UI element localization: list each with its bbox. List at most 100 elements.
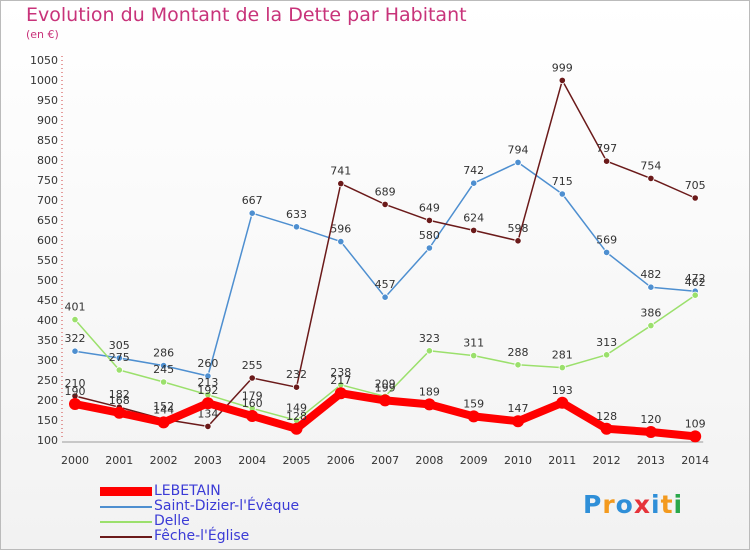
y-tick-label: 1050	[30, 54, 58, 67]
data-point	[115, 366, 123, 374]
data-label: 128	[286, 410, 307, 423]
data-point	[470, 226, 478, 234]
data-label: 147	[508, 402, 529, 415]
data-point	[647, 283, 655, 291]
data-label: 323	[419, 332, 440, 345]
y-tick-label: 700	[37, 194, 58, 207]
y-tick-label: 350	[37, 334, 58, 347]
x-tick-label: 2012	[593, 454, 621, 467]
data-label: 482	[640, 268, 661, 281]
data-label: 624	[463, 211, 484, 224]
legend-label-lebetain: LEBETAIN	[154, 483, 221, 499]
y-tick-label: 500	[37, 274, 58, 287]
data-label: 596	[330, 223, 351, 236]
x-tick-label: 2013	[637, 454, 665, 467]
data-point	[334, 387, 347, 400]
data-label: 689	[375, 185, 396, 198]
logo-letter: i	[651, 490, 661, 519]
data-label: 128	[596, 410, 617, 423]
data-point	[556, 396, 569, 409]
data-point	[248, 374, 256, 382]
data-label: 305	[109, 339, 130, 352]
data-point	[113, 406, 126, 419]
data-label: 217	[330, 374, 351, 387]
logo-letter: t	[660, 490, 674, 519]
data-label: 245	[153, 363, 174, 376]
data-point	[647, 321, 655, 330]
data-point	[600, 422, 613, 435]
data-label: 462	[685, 276, 706, 289]
data-point	[160, 378, 168, 386]
data-point	[69, 398, 81, 410]
data-label: 210	[65, 377, 86, 390]
data-label: 401	[65, 301, 86, 314]
logo-letter: P	[583, 490, 603, 519]
y-tick-label: 400	[37, 314, 58, 327]
y-tick-label: 850	[37, 134, 58, 147]
y-tick-label: 900	[37, 114, 58, 127]
y-tick-label: 300	[37, 354, 58, 367]
data-point	[292, 223, 301, 231]
legend-label-feche: Fêche-l'Église	[154, 528, 250, 544]
data-point	[160, 361, 168, 370]
data-point	[204, 372, 212, 380]
legend-label-delle: Delle	[154, 513, 190, 529]
data-point	[425, 244, 433, 252]
x-tick-label: 2004	[238, 454, 266, 467]
data-label: 199	[375, 381, 396, 394]
y-tick-label: 650	[37, 214, 58, 227]
data-point	[381, 200, 389, 208]
data-label: 255	[242, 359, 263, 372]
data-label: 715	[552, 175, 573, 188]
chart-subtitle: (en €)	[26, 28, 59, 41]
logo-letter: r	[602, 490, 616, 519]
data-label: 705	[685, 179, 706, 192]
data-point	[337, 180, 345, 188]
legend-swatch-saint-dizier	[100, 506, 152, 508]
data-label: 741	[330, 165, 351, 178]
data-point	[292, 383, 301, 391]
x-tick-label: 2002	[150, 454, 178, 467]
y-tick-label: 550	[37, 254, 58, 267]
data-label: 322	[65, 332, 86, 345]
data-point	[602, 351, 611, 359]
x-tick-label: 2006	[327, 454, 355, 467]
logo-letter: i	[673, 490, 684, 519]
data-label: 633	[286, 208, 307, 221]
data-point	[290, 422, 303, 435]
data-label: 232	[286, 368, 307, 381]
legend-swatch-feche	[100, 536, 152, 538]
data-label: 209	[375, 377, 396, 390]
data-point	[602, 248, 611, 256]
data-point	[201, 397, 214, 410]
data-label: 288	[508, 346, 529, 359]
data-label: 179	[242, 389, 263, 402]
data-label: 275	[109, 351, 130, 364]
data-label: 120	[640, 413, 661, 426]
data-point	[691, 291, 699, 299]
data-point	[204, 422, 212, 430]
x-tick-label: 2011	[548, 454, 576, 467]
y-tick-label: 800	[37, 154, 58, 167]
data-point	[379, 394, 392, 407]
legend-swatch-lebetain	[100, 487, 152, 496]
legend-swatch-delle	[100, 521, 152, 523]
data-label: 667	[242, 194, 263, 207]
data-point	[246, 410, 259, 422]
data-point	[514, 158, 522, 166]
data-label: 238	[330, 366, 351, 379]
data-point	[157, 416, 170, 429]
data-label: 159	[463, 397, 484, 410]
data-point	[381, 293, 389, 301]
x-tick-label: 2003	[194, 454, 222, 467]
logo-letter: x	[633, 490, 651, 519]
data-label: 742	[463, 164, 484, 177]
data-label: 286	[153, 347, 174, 360]
data-label: 134	[197, 407, 218, 420]
data-label: 281	[552, 349, 573, 362]
data-point	[248, 209, 256, 217]
data-point	[71, 347, 79, 355]
data-label: 193	[552, 384, 573, 397]
data-label: 457	[375, 278, 396, 291]
